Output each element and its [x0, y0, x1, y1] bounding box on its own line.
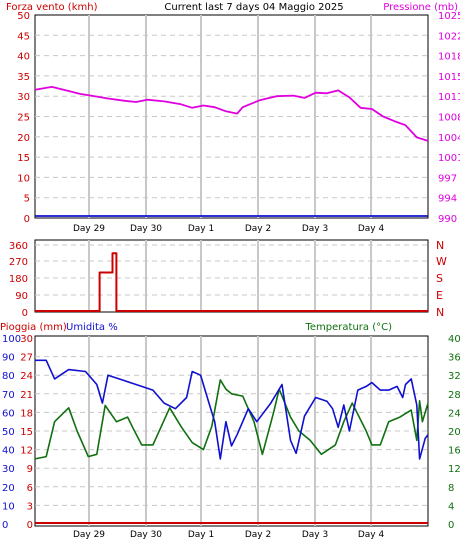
panel3-temp-tick-2: 8	[448, 483, 454, 494]
panel1-left-tick-5: 25	[17, 113, 30, 124]
panel3-humidity-tick-10: 100	[2, 334, 21, 345]
panel3-rain-tick-5: 15	[20, 427, 33, 438]
panel3-rain-tick-6: 18	[20, 408, 33, 419]
panel1-left-tick-9: 45	[17, 31, 30, 42]
panel3-temp-tick-1: 4	[448, 501, 454, 512]
panel3-humidity-tick-9: 90	[2, 353, 15, 364]
panel1-left-tick-2: 10	[17, 173, 30, 184]
panel3-temp-tick-5: 20	[448, 427, 460, 438]
panel3-rain-tick-3: 9	[27, 464, 33, 475]
panel1-left-tick-6: 30	[17, 92, 30, 103]
panel3-temperature-label: Temperatura (°C)	[304, 322, 392, 333]
wind-direction-line	[35, 252, 428, 312]
panel3-rain-tick-10: 30	[20, 334, 33, 345]
panel1-day-label-1: Day 29	[73, 224, 105, 234]
panel1-left-tick-1: 5	[24, 194, 30, 205]
panel1-day-label-5: Day 3	[302, 224, 328, 234]
panel3-temp-tick-4: 16	[448, 446, 460, 457]
panel3-humidity-tick-7: 70	[2, 390, 15, 401]
panel1-right-tick-10: 1025	[438, 11, 460, 22]
panel3-rain-tick-8: 24	[20, 371, 33, 382]
panel1-right-tick-5: 1008	[438, 113, 460, 124]
panel3-humidity-label: Umidita %	[66, 322, 118, 333]
panel1-left-tick-8: 40	[17, 52, 30, 63]
panel3-humidity-tick-2: 20	[2, 483, 15, 494]
panel1-day-label-2: Day 30	[130, 224, 162, 234]
panel3-humidity-tick-1: 10	[2, 501, 15, 512]
humidity-line	[35, 359, 429, 460]
panel1-left-tick-0: 0	[24, 214, 30, 225]
header-center: Current last 7 days 04 Maggio 2025	[164, 2, 343, 13]
panel1-left-tick-3: 15	[17, 153, 30, 164]
panel3-rain-tick-0: 0	[27, 520, 33, 531]
panel1-left-tick-7: 35	[17, 72, 30, 83]
panel3-humidity-tick-3: 30	[2, 464, 15, 475]
panel3-day-label-3: Day 1	[188, 530, 214, 540]
panel1-left-tick-4: 20	[17, 133, 30, 144]
panel1-day-label-4: Day 2	[245, 224, 271, 234]
panel2-right-tick-4: N	[436, 239, 444, 252]
panel3-day-label-5: Day 3	[302, 530, 328, 540]
panel2-right-tick-1: E	[436, 289, 443, 302]
panel2-right-tick-2: S	[436, 272, 443, 285]
panel3-rain-tick-9: 27	[20, 353, 33, 364]
panel3-temp-tick-0: 0	[448, 520, 454, 531]
panel3-rain-tick-2: 6	[27, 483, 33, 494]
panel3-rain-label: Pioggia (mm)	[0, 322, 67, 333]
panel2-left-tick-0: 0	[22, 308, 28, 319]
panel2-right-tick-0: N	[436, 306, 444, 319]
panel2-left-tick-1: 90	[15, 291, 28, 302]
pressure-line	[34, 86, 429, 142]
panel2-left-tick-2: 180	[9, 274, 28, 285]
panel2-left-tick-4: 360	[9, 241, 28, 252]
panel3-temp-tick-3: 12	[448, 464, 460, 475]
panel1-day-label-6: Day 4	[358, 224, 385, 234]
panel3-temp-tick-8: 32	[448, 371, 460, 382]
panel3-day-label-1: Day 29	[73, 530, 105, 540]
panel2-right-tick-3: W	[436, 255, 447, 268]
panel1-right-tick-2: 997	[438, 173, 457, 184]
header-right: Pressione (mb)	[383, 2, 458, 13]
panel3-rain-tick-4: 12	[20, 446, 33, 457]
panel1-left-tick-10: 50	[17, 11, 30, 22]
panel3-rain-tick-7: 21	[20, 390, 33, 401]
panel3-temp-tick-9: 36	[448, 353, 460, 364]
panel1-right-tick-4: 1004	[438, 133, 460, 144]
panel3-rain-tick-1: 3	[27, 501, 33, 512]
panel3-day-label-6: Day 4	[358, 530, 385, 540]
panel3-humidity-tick-4: 40	[2, 446, 15, 457]
header-left: Forza vento (kmh)	[6, 2, 98, 13]
temperature-line	[34, 379, 429, 460]
panel2-left-tick-3: 270	[9, 257, 28, 268]
panel2-frame	[34, 239, 429, 313]
panel3-humidity-tick-6: 60	[2, 408, 15, 419]
panel1-right-tick-0: 990	[438, 214, 457, 225]
panel3-temp-tick-7: 28	[448, 390, 460, 401]
panel3-temp-tick-6: 24	[448, 408, 460, 419]
panel3-humidity-tick-5: 50	[2, 427, 15, 438]
panel1-right-tick-1: 994	[438, 194, 457, 205]
panel1-right-tick-9: 1022	[438, 31, 460, 42]
panel3-humidity-tick-0: 0	[2, 520, 8, 531]
panel1-right-tick-8: 1018	[438, 52, 460, 63]
panel3-temp-tick-10: 40	[448, 334, 460, 345]
panel3-day-label-4: Day 2	[245, 530, 271, 540]
panel3-humidity-tick-8: 80	[2, 371, 15, 382]
panel1-day-label-3: Day 1	[188, 224, 214, 234]
panel3-day-label-2: Day 30	[130, 530, 162, 540]
